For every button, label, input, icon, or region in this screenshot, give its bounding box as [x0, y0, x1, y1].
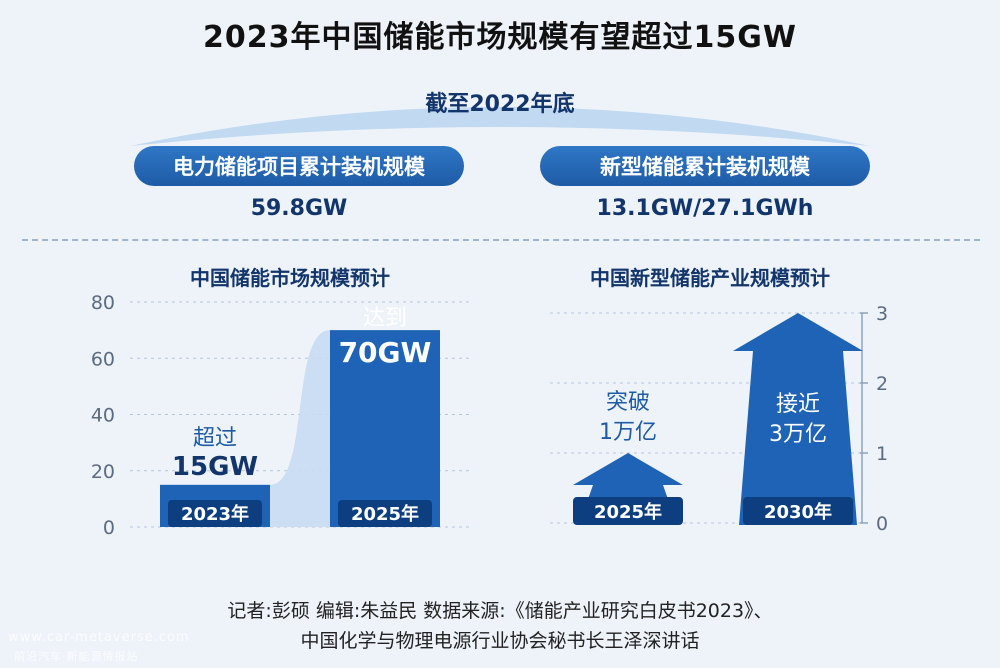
watermark-url: www.car-metaverse.com: [8, 630, 190, 645]
data-label-prefix: 突破: [606, 390, 650, 415]
stat-label-new-storage: 新型储能累计装机规模: [540, 146, 870, 186]
category-label-box: [573, 497, 683, 525]
category-label: 2023年: [181, 503, 249, 525]
y-tick-label: 0: [103, 517, 115, 539]
stat-value-power-storage: 59.8GW: [250, 196, 348, 221]
category-label: 2025年: [594, 501, 662, 523]
subtitle: 截至2022年底: [425, 92, 575, 117]
category-label: 2030年: [764, 501, 832, 523]
stat-label-power-storage: 电力储能项目累计装机规模: [134, 146, 464, 186]
industry-size-arrow-chart: 0 1 2 3 2025年 突破 1万亿 2030年 接近 3万亿: [550, 303, 888, 535]
y-tick-label: 2: [876, 373, 888, 395]
category-label-box: [338, 500, 432, 527]
y-tick-label: 80: [91, 292, 115, 314]
connector-band: [270, 330, 330, 527]
category-label-box: [743, 497, 853, 525]
data-label: 1万亿: [599, 420, 657, 445]
right-chart-title: 中国新型储能产业规模预计: [590, 266, 830, 290]
header-arc: [130, 107, 870, 146]
data-label: 3万亿: [769, 422, 827, 447]
arrow-bar: [733, 313, 863, 525]
market-size-bar-chart: 0 20 40 60 80 2023年 超过15GW 2025年 达到 70GW: [91, 292, 470, 539]
category-label-box: [168, 500, 262, 527]
y-tick-label: 1: [876, 443, 888, 465]
y-tick-label: 3: [876, 303, 888, 325]
bar: [330, 330, 440, 527]
footer-credit-line-2: 中国化学与物理电源行业协会秘书长王泽深讲话: [300, 630, 700, 652]
y-tick-label: 40: [91, 405, 115, 427]
watermark-text: 前沿汽车·新能源情报站: [14, 650, 139, 663]
section-divider: [22, 239, 980, 241]
data-label-prefix: 超过: [193, 426, 237, 451]
data-label: 70GW: [339, 336, 432, 369]
y-tick-label: 60: [91, 348, 115, 370]
data-label-prefix: 达到: [363, 306, 407, 331]
stat-value-new-storage: 13.1GW/27.1GWh: [596, 196, 814, 221]
y-tick-label: 20: [91, 461, 115, 483]
data-label: 15GW: [172, 452, 258, 482]
left-chart-title: 中国储能市场规模预计: [190, 266, 390, 290]
data-label-prefix: 接近: [776, 392, 820, 417]
page-title: 2023年中国储能市场规模有望超过15GW: [203, 20, 797, 55]
category-label: 2025年: [351, 503, 419, 525]
footer-credit-line-1: 记者:彭硕 编辑:朱益民 数据来源:《储能产业研究白皮书2023》、: [227, 600, 773, 622]
y-tick-label: 0: [876, 513, 888, 535]
